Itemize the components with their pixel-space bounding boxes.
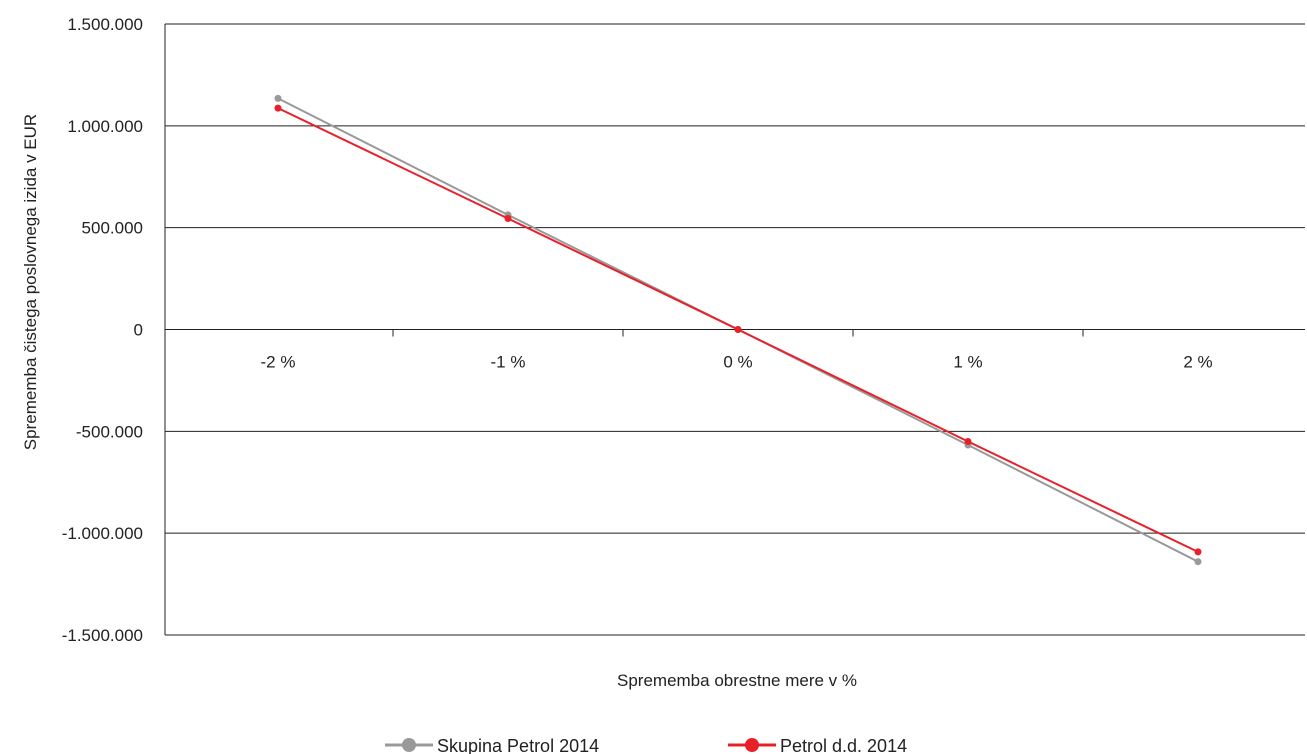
x-tick-label: -2 % <box>261 353 296 372</box>
y-tick-label: 500.000 <box>82 219 143 238</box>
y-axis-ticks: 1.500.000 1.000.000 500.000 0 -500.000 -1.000… <box>62 15 143 645</box>
data-point <box>274 104 282 112</box>
data-point <box>504 215 512 223</box>
data-point <box>274 94 282 102</box>
x-axis: -2 % -1 % 0 % 1 % 2 % <box>261 329 1213 372</box>
legend-label: Petrol d.d. 2014 <box>780 736 907 754</box>
legend-label: Skupina Petrol 2014 <box>437 736 599 754</box>
y-axis-title: Sprememba čistega poslovnega izida v EUR <box>21 114 40 450</box>
series-layer <box>274 94 1202 566</box>
data-point <box>964 438 972 446</box>
x-tick-label: 0 % <box>723 353 752 372</box>
y-tick-label: -500.000 <box>76 422 143 441</box>
x-tick-label: 1 % <box>953 353 982 372</box>
y-tick-label: 0 <box>134 321 143 340</box>
x-tick-label: -1 % <box>491 353 526 372</box>
data-point <box>1194 558 1202 566</box>
x-axis-title: Sprememba obrestne mere v % <box>617 671 857 690</box>
series-2 <box>274 104 1202 556</box>
y-tick-label: -1.000.000 <box>62 524 143 543</box>
legend: Skupina Petrol 2014 Petrol d.d. 2014 <box>385 736 907 754</box>
y-tick-label: 1.000.000 <box>67 117 143 136</box>
legend-marker <box>745 738 759 752</box>
y-tick-label: -1.500.000 <box>62 626 143 645</box>
y-tick-label: 1.500.000 <box>67 15 143 34</box>
legend-item: Skupina Petrol 2014 <box>385 736 599 754</box>
legend-marker <box>402 738 416 752</box>
data-point <box>1194 548 1202 556</box>
x-tick-label: 2 % <box>1183 353 1212 372</box>
legend-item: Petrol d.d. 2014 <box>728 736 907 754</box>
data-point <box>734 326 742 333</box>
